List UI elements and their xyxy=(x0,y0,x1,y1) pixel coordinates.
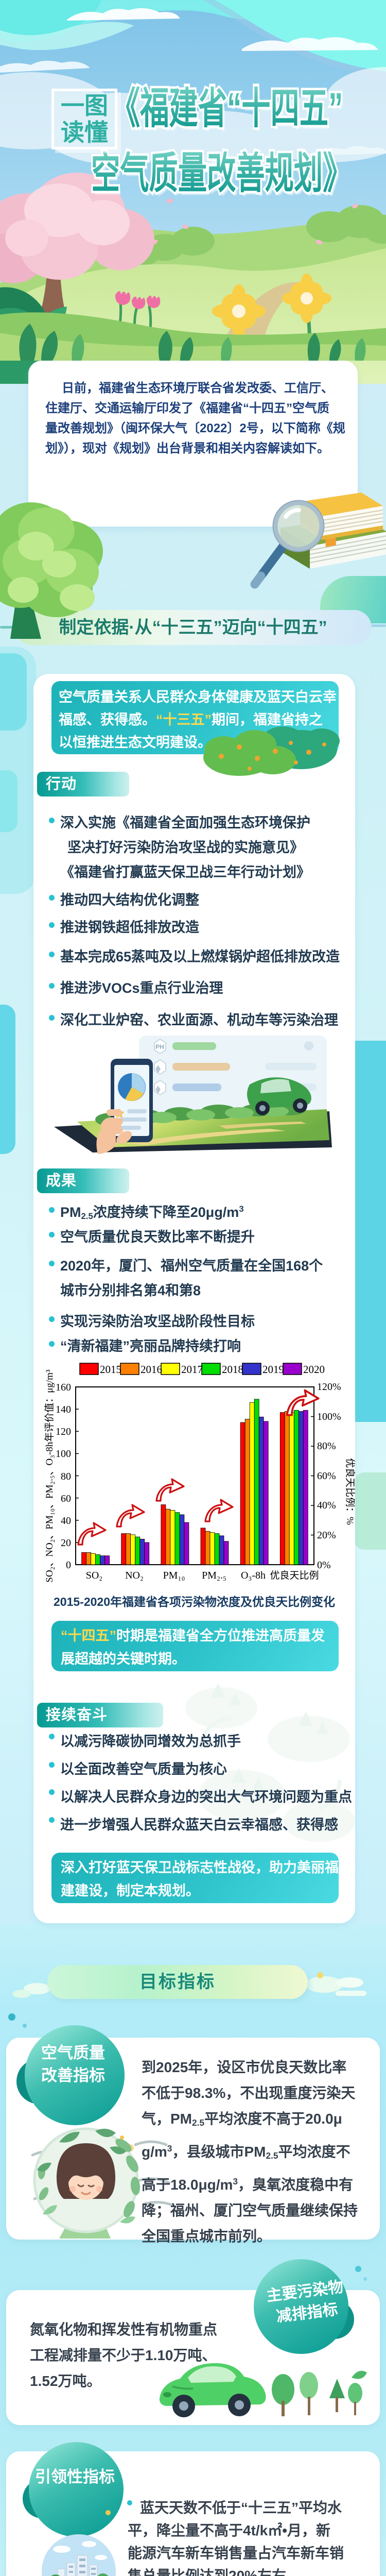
svg-text:PH: PH xyxy=(155,1043,164,1050)
svg-text:20%: 20% xyxy=(317,1530,336,1541)
svg-text:PM₂.₅: PM₂.₅ xyxy=(202,1570,226,1581)
svg-text:60%: 60% xyxy=(317,1470,336,1482)
svg-text:SO₂: SO₂ xyxy=(86,1570,103,1581)
svg-text:40%: 40% xyxy=(317,1500,336,1511)
svg-text:80%: 80% xyxy=(317,1440,336,1452)
svg-text:2019: 2019 xyxy=(262,1363,284,1376)
svg-text:100%: 100% xyxy=(317,1411,341,1422)
svg-text:120: 120 xyxy=(56,1426,71,1437)
svg-text:40: 40 xyxy=(61,1515,71,1527)
svg-text:2017: 2017 xyxy=(181,1363,203,1376)
svg-text:优良天比例：%: 优良天比例：% xyxy=(344,1458,356,1525)
svg-text:PM₁₀: PM₁₀ xyxy=(163,1570,185,1581)
svg-text:140: 140 xyxy=(56,1404,71,1415)
svg-text:O₃-8h: O₃-8h xyxy=(241,1570,266,1581)
svg-text:80: 80 xyxy=(61,1471,71,1482)
svg-text:0%: 0% xyxy=(317,1560,331,1571)
svg-text:160: 160 xyxy=(56,1382,71,1393)
svg-text:NO₂: NO₂ xyxy=(125,1570,144,1581)
svg-text:0: 0 xyxy=(66,1560,71,1571)
svg-text:100: 100 xyxy=(56,1448,71,1460)
svg-text:优良天比例: 优良天比例 xyxy=(270,1570,319,1581)
svg-text:SO₂、NO₂、PM₁₀、PM₂.₅、O₃-8h年评价值：μ: SO₂、NO₂、PM₁₀、PM₂.₅、O₃-8h年评价值：μg/m³ xyxy=(44,1369,55,1583)
svg-text:20: 20 xyxy=(61,1537,71,1549)
svg-text:2016: 2016 xyxy=(141,1363,162,1376)
svg-text:120%: 120% xyxy=(317,1381,341,1393)
svg-text:2015: 2015 xyxy=(100,1363,121,1376)
svg-text:2018: 2018 xyxy=(222,1363,243,1376)
svg-text:60: 60 xyxy=(61,1493,71,1504)
svg-text:2020: 2020 xyxy=(303,1363,325,1376)
